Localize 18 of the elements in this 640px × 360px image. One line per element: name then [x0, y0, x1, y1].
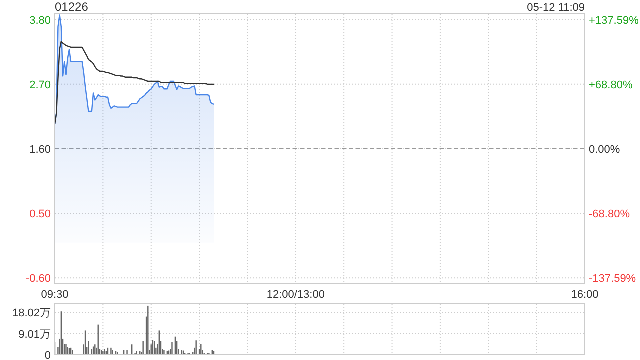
y-tick-label: -0.60 [26, 273, 51, 286]
y2-tick-label: -137.59% [589, 273, 636, 286]
y-tick-label: 2.70 [30, 79, 51, 92]
y-tick-label: 3.80 [30, 14, 51, 27]
y2-tick-label: +137.59% [589, 14, 640, 27]
x-tick-label: 12:00/13:00 [266, 289, 325, 301]
y-tick-label: 1.60 [30, 144, 51, 156]
x-tick-label: 09:30 [41, 289, 69, 301]
y-tick-label: 9.01万 [18, 328, 51, 341]
text: 05-12 11:09 [527, 2, 585, 14]
y2-tick-label: 0.00% [589, 144, 620, 156]
y-tick-label: 0.50 [30, 208, 51, 221]
y2-tick-label: +68.80% [589, 79, 633, 92]
y-tick-label: 18.02万 [12, 308, 51, 320]
y2-tick-label: -68.80% [589, 208, 630, 221]
x-tick-label: 16:00 [571, 289, 599, 301]
y-tick-label: 0 [44, 350, 51, 360]
chart-title: 01226 [55, 0, 89, 14]
